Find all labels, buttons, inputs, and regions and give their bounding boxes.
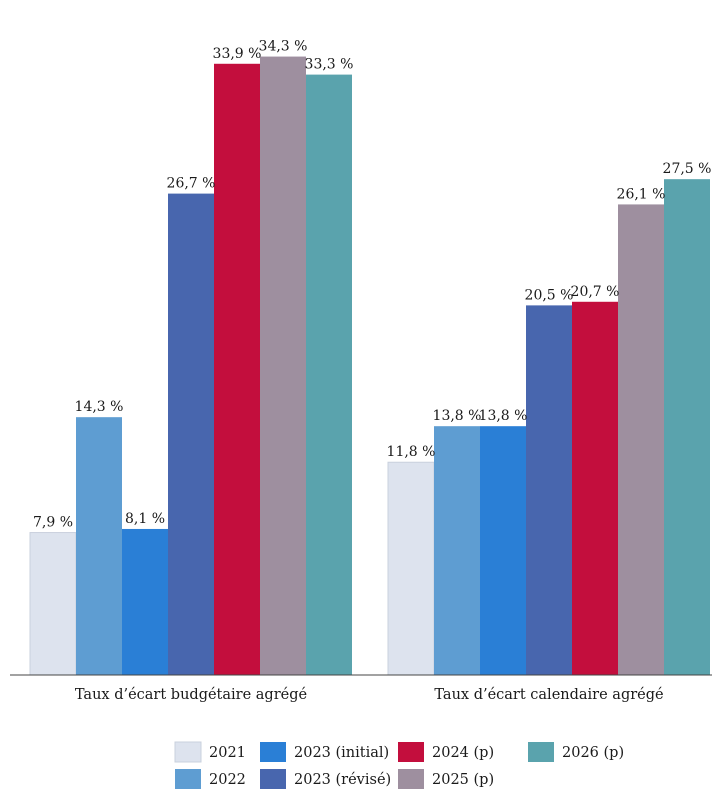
value-labels-group: 7,9 % 14,3 % 8,1 % 26,7 % 33,9 %34,3 % 33,3 %… xyxy=(33,39,711,531)
data-label: 33,9 % xyxy=(213,46,262,62)
legend-swatch xyxy=(260,742,286,762)
data-label: 13,8 % xyxy=(433,408,482,424)
data-label: 13,8 % xyxy=(479,408,528,424)
data-label: 34,3 % xyxy=(259,39,308,55)
bar xyxy=(387,461,435,676)
data-label: 11,8 % xyxy=(387,444,436,460)
bars-group xyxy=(29,56,710,676)
legend-label: 2026 (p) xyxy=(562,745,624,761)
bar xyxy=(434,426,480,675)
bar xyxy=(526,305,572,675)
legend-swatch xyxy=(528,742,554,762)
bar xyxy=(168,193,214,675)
legend-swatch xyxy=(398,769,424,789)
bar xyxy=(572,301,618,675)
legend-swatch xyxy=(175,769,201,789)
category-label: Taux d’écart budgétaire agrégé xyxy=(75,687,307,703)
legend-swatch xyxy=(174,741,202,763)
data-label: 33,3 % xyxy=(305,57,354,73)
bar xyxy=(29,532,77,676)
bar xyxy=(306,74,352,675)
legend: 2021 2022 2023 (initial) 2023 (révisé) 2024 … xyxy=(174,741,624,789)
data-label: 20,7 % xyxy=(571,284,620,300)
data-label: 26,7 % xyxy=(167,176,216,192)
data-label: 27,5 % xyxy=(663,161,712,177)
category-labels-group: Taux d’écart budgétaire agrégé Taux d’éca… xyxy=(75,687,664,703)
data-label: 7,9 % xyxy=(33,515,73,531)
legend-swatch xyxy=(260,769,286,789)
bar xyxy=(214,63,260,675)
legend-swatch xyxy=(398,742,424,762)
bar xyxy=(664,179,710,676)
bar xyxy=(260,56,306,676)
data-label: 26,1 % xyxy=(617,186,666,202)
legend-label: 2021 xyxy=(209,745,246,761)
data-label: 20,5 % xyxy=(525,287,574,303)
bar xyxy=(480,426,526,675)
data-label: 8,1 % xyxy=(125,511,165,527)
category-label: Taux d’écart calendaire agrégé xyxy=(434,687,663,703)
legend-label: 2024 (p) xyxy=(432,745,494,761)
bar xyxy=(76,417,122,675)
bar xyxy=(122,528,168,675)
legend-label: 2022 xyxy=(209,772,246,788)
data-label: 14,3 % xyxy=(75,399,124,415)
legend-label: 2023 (initial) xyxy=(294,745,389,761)
bar xyxy=(618,204,664,676)
legend-label: 2025 (p) xyxy=(432,772,494,788)
legend-label: 2023 (révisé) xyxy=(294,772,391,788)
